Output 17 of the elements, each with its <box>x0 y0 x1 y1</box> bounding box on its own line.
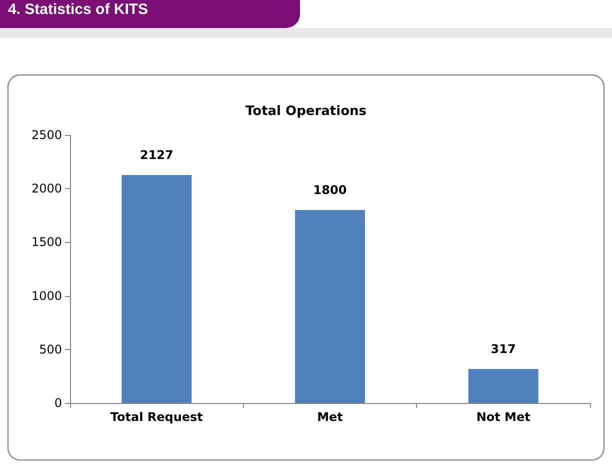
text: 4. Statistics of KITS <box>8 1 148 18</box>
data-label: 1800 <box>313 183 347 198</box>
chart-title: Total Operations <box>246 104 367 119</box>
y-tick-label: 2500 <box>31 128 62 142</box>
x-tick-label: Not Met <box>476 410 531 424</box>
y-tick-label: 1000 <box>31 288 62 303</box>
y-tick-label: 0 <box>54 396 62 410</box>
bar <box>468 369 538 403</box>
y-tick-label: 500 <box>39 342 62 356</box>
data-label: 2127 <box>140 148 174 162</box>
x-tick-label: Total Request <box>110 410 204 424</box>
y-tick-label: 2000 <box>31 182 62 196</box>
y-tick-label: 1500 <box>31 235 62 250</box>
bar <box>295 210 365 403</box>
x-tick-label: Met <box>317 410 344 424</box>
bar <box>122 174 192 403</box>
data-label: 317 <box>490 342 516 356</box>
